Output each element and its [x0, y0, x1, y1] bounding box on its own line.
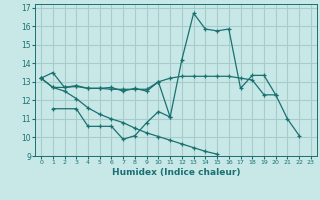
- X-axis label: Humidex (Indice chaleur): Humidex (Indice chaleur): [112, 168, 240, 177]
